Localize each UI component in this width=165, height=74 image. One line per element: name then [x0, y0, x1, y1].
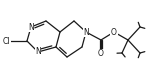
Text: N: N: [83, 28, 89, 36]
Text: O: O: [98, 50, 104, 59]
Text: N: N: [35, 48, 41, 57]
Text: Cl: Cl: [2, 36, 10, 46]
Text: N: N: [28, 22, 34, 32]
Text: O: O: [111, 28, 117, 36]
